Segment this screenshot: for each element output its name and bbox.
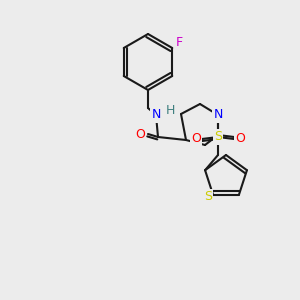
- Text: F: F: [176, 37, 183, 50]
- Text: H: H: [165, 104, 175, 118]
- Text: S: S: [214, 130, 222, 143]
- Text: O: O: [235, 133, 245, 146]
- Text: S: S: [204, 190, 212, 203]
- Text: O: O: [135, 128, 145, 140]
- Text: O: O: [191, 133, 201, 146]
- Text: N: N: [151, 109, 161, 122]
- Text: N: N: [213, 109, 223, 122]
